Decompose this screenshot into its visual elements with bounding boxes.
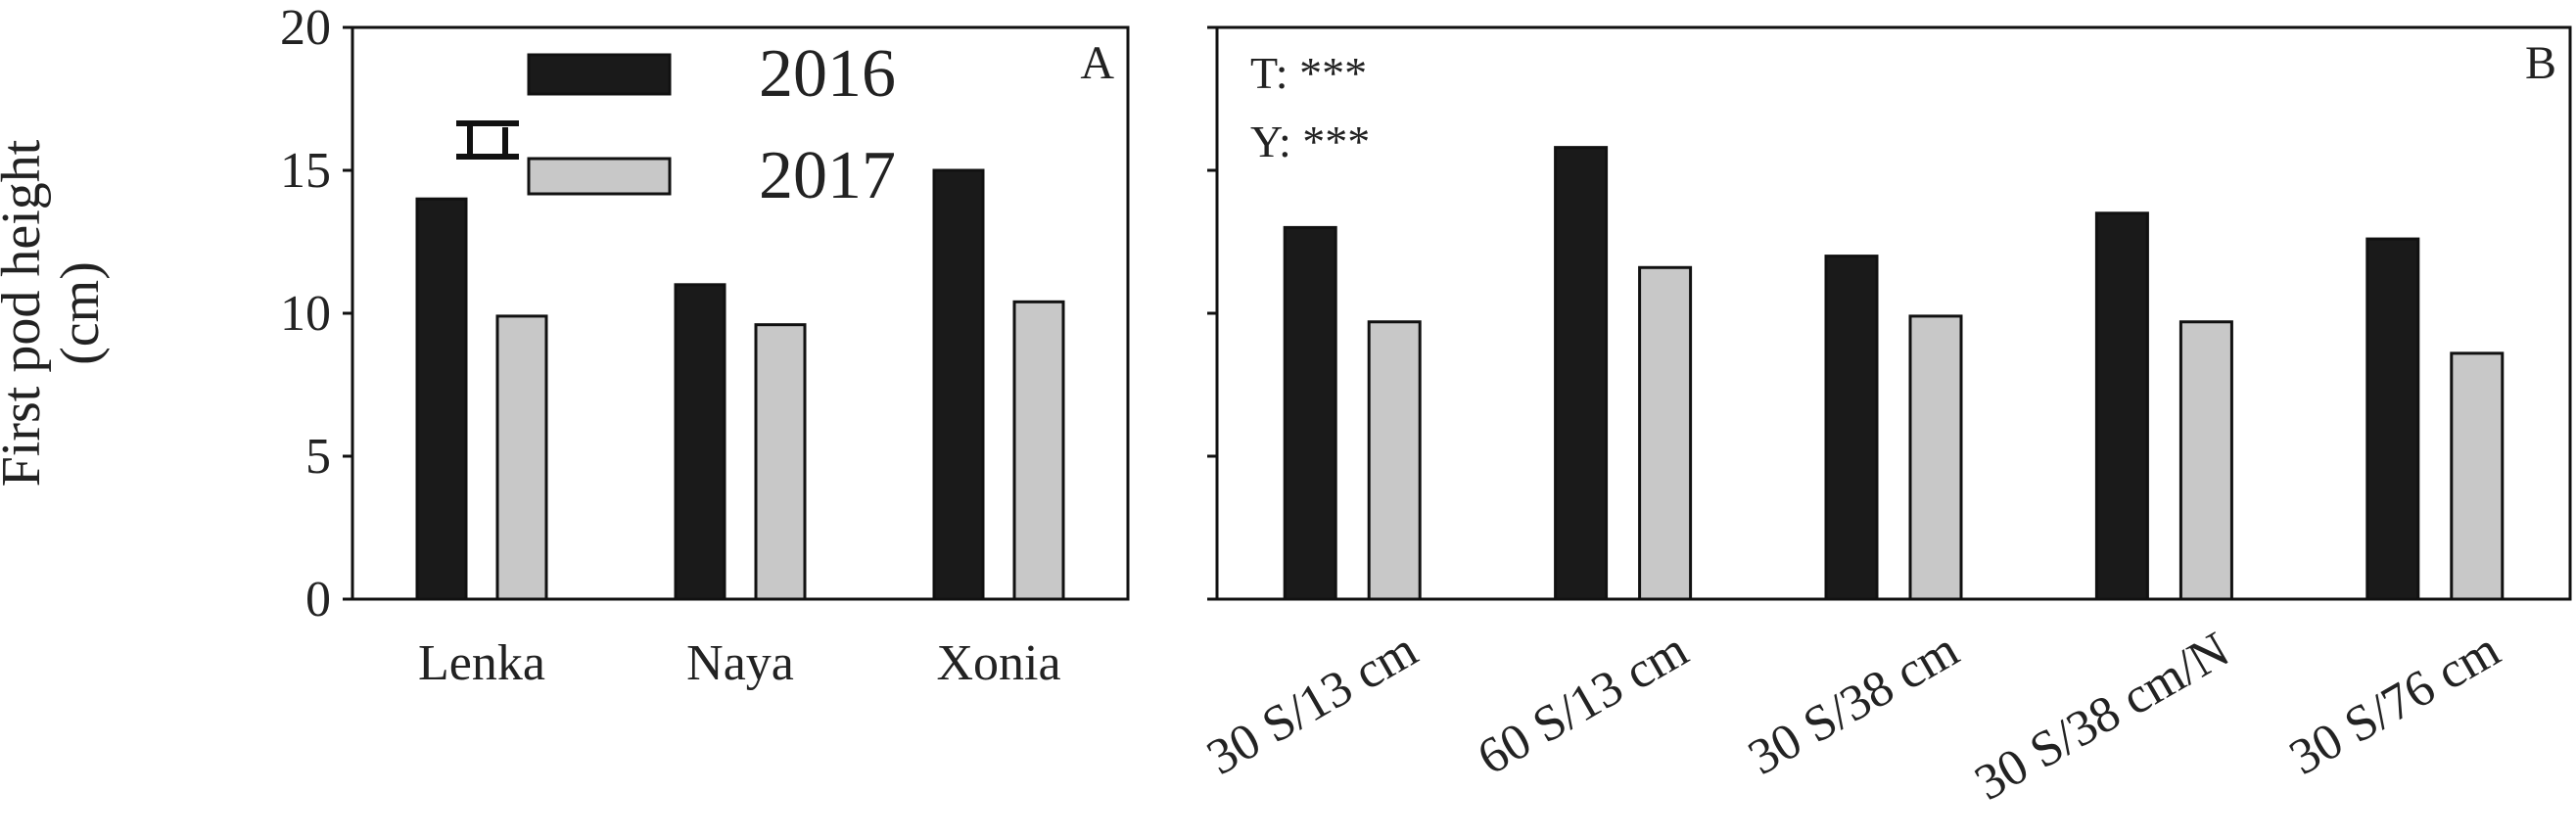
y-axis-title-line1: First pod height: [0, 139, 52, 487]
x-tick-label: Naya: [686, 635, 794, 691]
bar-2016-4: [2365, 237, 2420, 601]
bar-2016-2: [932, 168, 985, 601]
y-axis-title: First pod height (cm): [0, 139, 111, 487]
legend-swatch-2017: [527, 157, 672, 196]
bar-2017-2: [1012, 300, 1065, 601]
bar-2016-0: [1283, 225, 1337, 601]
bar-2016-1: [674, 283, 726, 601]
x-tick-label: 60 S/13 cm: [1469, 622, 1698, 786]
plot-frame: [351, 25, 1130, 601]
bar-2017-1: [754, 323, 807, 601]
y-tick-label: 15: [280, 143, 331, 199]
y-tick-label: 5: [305, 429, 331, 485]
bar-2016-1: [1554, 146, 1609, 601]
panel-a: 0 5 10 15 20 Lenka Naya Xonia A 2016 2017: [280, 0, 1130, 691]
x-tick-label: 30 S/38 cm/N: [1966, 622, 2239, 812]
x-tick-label: 30 S/38 cm: [1739, 622, 1968, 786]
y-tick-label: 20: [280, 0, 331, 56]
legend-swatch-2016: [527, 53, 672, 96]
bar-2017-2: [1908, 314, 1963, 601]
x-tick-label: 30 S/76 cm: [2280, 622, 2509, 786]
y-tick-label: 0: [305, 572, 331, 628]
bar-2016-3: [2094, 211, 2149, 601]
panel-letter: B: [2525, 37, 2556, 89]
annotation: Y: ***: [1250, 116, 1370, 166]
legend-label-2017: 2017: [759, 138, 896, 213]
bar-2017-1: [1638, 265, 1693, 601]
y-tick-label: 10: [280, 286, 331, 342]
bar-2017-0: [495, 314, 548, 601]
x-tick-label: 30 S/13 cm: [1198, 622, 1428, 786]
bar-2016-2: [1824, 255, 1879, 601]
bar-2017-0: [1367, 320, 1422, 601]
bar-2017-4: [2450, 351, 2505, 601]
panel-letter: A: [1080, 37, 1114, 89]
y-axis-title-line2: (cm): [50, 261, 111, 365]
annotation: T: ***: [1250, 48, 1367, 98]
bar-2016-0: [415, 197, 468, 601]
x-tick-label: Xonia: [936, 635, 1060, 691]
x-tick-label: Lenka: [418, 635, 545, 691]
legend-label-2016: 2016: [759, 36, 896, 112]
bar-2017-3: [2178, 320, 2233, 601]
